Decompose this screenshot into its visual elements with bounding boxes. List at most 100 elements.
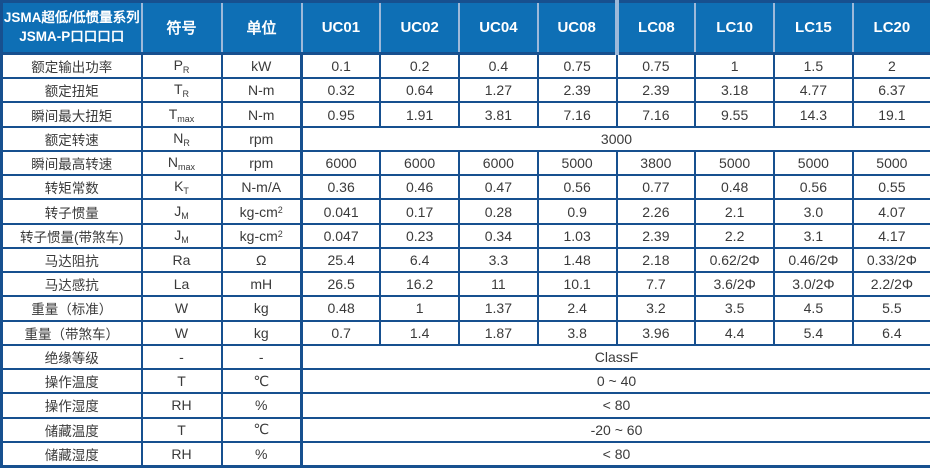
value-cell-uc02: 0.46 — [379, 174, 460, 201]
value-cell-uc01: 25.4 — [300, 246, 382, 274]
value-cell-lc08: 7.16 — [615, 101, 697, 128]
spec-row: 转矩常数 KT N-m/A 0.36 0.46 0.47 0.56 0.77 0.48 0.56 0… — [0, 174, 930, 201]
value-cell-lc20: 2 — [851, 52, 930, 80]
symbol-cell: JM — [140, 222, 223, 249]
symbol-subscript: R — [182, 65, 190, 76]
spec-row: 储藏温度 T ℃ -20 ~ 60 — [0, 416, 930, 443]
value-cell-lc15: 1.5 — [773, 52, 854, 80]
symbol-cell: T — [140, 368, 223, 395]
unit-cell: rpm — [220, 125, 303, 152]
value-cell-lc10: 9.55 — [694, 101, 775, 128]
spec-table-body: 额定输出功率 PR kW 0.1 0.2 0.4 0.75 0.75 1 1.5 2 额定扭矩 TR N-… — [0, 52, 930, 468]
row-label: 转子惯量(带煞车) — [0, 222, 143, 249]
value-cell-uc04: 0.34 — [458, 222, 539, 249]
value-cell-lc08: 7.7 — [615, 271, 697, 298]
row-label: 额定输出功率 — [0, 52, 143, 80]
row-label: 储藏温度 — [0, 416, 143, 443]
value-cell-lc10: 4.4 — [694, 319, 775, 346]
value-cell-uc02: 1 — [379, 295, 460, 322]
value-cell-lc20: 2.2/2Φ — [851, 271, 930, 298]
value-cell-uc08: 10.1 — [536, 271, 618, 298]
value-cell-uc08: 1.48 — [536, 246, 618, 274]
spec-row: 转子惯量 JM kg-cm2 0.041 0.17 0.28 0.9 2.26 2.1 3.0 4.… — [0, 198, 930, 225]
row-label: 额定扭矩 — [0, 77, 143, 104]
value-cell-lc15: 4.77 — [773, 77, 854, 104]
value-cell-uc04: 0.28 — [458, 198, 539, 225]
value-cell-uc08: 1.03 — [536, 222, 618, 249]
value-cell-uc08: 7.16 — [536, 101, 618, 128]
unit-superscript: 2 — [277, 204, 283, 215]
model-column-header-uc04: UC04 — [459, 1, 539, 55]
value-cell-lc08: 2.18 — [615, 246, 697, 274]
row-label: 转矩常数 — [0, 174, 143, 201]
value-cell-uc08: 3.8 — [536, 319, 618, 346]
row-label: 额定转速 — [0, 125, 143, 152]
value-cell-lc10: 5000 — [694, 149, 775, 177]
row-label: 储藏湿度 — [0, 440, 143, 468]
row-label: 瞬间最大扭矩 — [0, 101, 143, 128]
value-cell-uc08: 0.75 — [536, 52, 618, 80]
symbol-cell: RH — [140, 440, 223, 468]
header-row: JSMA超低/低惯量系列 JSMA-P口口口口 符号 单位 UC01 UC02 UC… — [1, 1, 930, 55]
value-cell-uc02: 1.4 — [379, 319, 460, 346]
row-label: 转子惯量 — [0, 198, 143, 225]
unit-cell: rpm — [220, 149, 303, 177]
value-cell-lc08: 3800 — [615, 149, 697, 177]
value-cell-uc01: 0.041 — [300, 198, 382, 225]
value-cell-uc04: 3.3 — [458, 246, 539, 274]
symbol-cell: T — [140, 416, 223, 443]
model-column-header-lc08: LC08 — [614, 1, 697, 55]
value-cell-lc15: 0.46/2Φ — [773, 246, 854, 274]
spec-row: 额定输出功率 PR kW 0.1 0.2 0.4 0.75 0.75 1 1.5 2 — [0, 52, 930, 80]
value-cell-lc08: 0.75 — [615, 52, 697, 80]
model-column-header-lc20: LC20 — [852, 1, 930, 55]
spec-row: 转子惯量(带煞车) JM kg-cm2 0.047 0.23 0.34 1.03 2.39 2.… — [0, 222, 930, 249]
value-cell-uc08: 2.4 — [536, 295, 618, 322]
series-title-line2: JSMA-P口口口口 — [19, 28, 125, 44]
value-cell-lc15: 5.4 — [773, 319, 854, 346]
value-cell-uc08: 0.9 — [536, 198, 618, 225]
value-cell-lc15: 0.56 — [773, 174, 854, 201]
value-cell-lc20: 19.1 — [851, 101, 930, 128]
unit-cell: % — [220, 440, 303, 468]
model-column-header-lc10: LC10 — [695, 1, 775, 55]
symbol-cell: NR — [140, 125, 223, 152]
unit-cell: ℃ — [220, 368, 303, 395]
value-cell-uc02: 6000 — [379, 149, 460, 177]
row-label: 操作湿度 — [0, 392, 143, 419]
symbol-cell: Nmax — [140, 149, 223, 177]
value-cell-uc01: 26.5 — [300, 271, 382, 298]
symbol-subscript: R — [182, 89, 190, 100]
value-cell-uc08: 2.39 — [536, 77, 618, 104]
unit-column-header: 单位 — [221, 1, 303, 55]
model-column-header-lc15: LC15 — [774, 1, 854, 55]
unit-cell: % — [220, 392, 303, 419]
symbol-cell: KT — [140, 174, 223, 201]
value-cell-lc10: 1 — [694, 52, 775, 80]
value-cell-lc20: 0.33/2Φ — [851, 246, 930, 274]
value-cell-uc02: 0.17 — [379, 198, 460, 225]
value-cell-lc20: 0.55 — [851, 174, 930, 201]
symbol-column-header: 符号 — [141, 1, 223, 55]
spec-row: 额定扭矩 TR N-m 0.32 0.64 1.27 2.39 2.39 3.18 4.77 6.3… — [0, 77, 930, 104]
spec-row: 绝缘等级 - - ClassF — [0, 343, 930, 371]
symbol-cell: Ra — [140, 246, 223, 274]
row-label: 重量（标准） — [0, 295, 143, 322]
symbol-cell: - — [140, 343, 223, 371]
value-cell-uc04: 0.4 — [458, 52, 539, 80]
value-cell-uc02: 1.91 — [379, 101, 460, 128]
unit-cell: N-m/A — [220, 174, 303, 201]
value-cell-uc02: 0.64 — [379, 77, 460, 104]
value-cell-uc02: 0.2 — [379, 52, 460, 80]
value-cell-uc01: 0.36 — [300, 174, 382, 201]
value-cell-uc04: 0.47 — [458, 174, 539, 201]
value-cell-uc01: 0.7 — [300, 319, 382, 346]
value-cell-uc01: 0.047 — [300, 222, 382, 249]
unit-cell: kg — [220, 295, 303, 322]
model-column-header-uc08: UC08 — [537, 1, 618, 55]
symbol-cell: PR — [140, 52, 223, 80]
value-cell-lc08: 2.39 — [615, 77, 697, 104]
value-cell-lc15: 14.3 — [773, 101, 854, 128]
